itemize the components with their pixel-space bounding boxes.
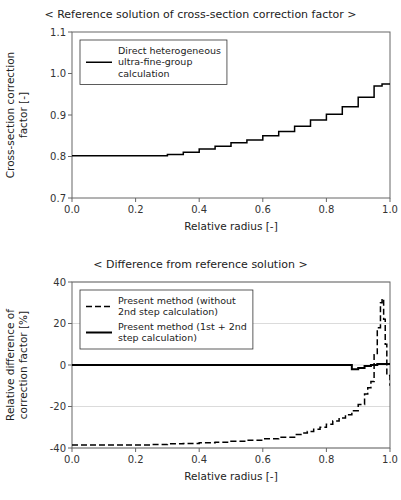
y-tick-label: 0.8	[50, 151, 66, 162]
y-tick-label: 1.0	[50, 68, 66, 79]
y-tick	[68, 32, 72, 33]
text-line: Present method (1st + 2nd	[118, 321, 247, 332]
y-tick	[68, 323, 72, 324]
chart-title: < Reference solution of cross-section co…	[44, 8, 356, 21]
x-tick-label: 0.8	[318, 454, 334, 465]
y-tick	[68, 282, 72, 283]
y-tick	[68, 115, 72, 116]
y-tick-label: 1.1	[50, 27, 66, 38]
x-tick	[390, 198, 391, 202]
text-line: ultra-fine-group	[118, 56, 192, 67]
legend-swatch	[86, 62, 112, 64]
text-line: Cross-section correction	[4, 52, 16, 179]
text-line: calculation	[118, 68, 170, 79]
data-area	[72, 84, 390, 156]
x-tick-label: 0.6	[255, 454, 271, 465]
x-tick-label: 0.0	[64, 204, 80, 215]
x-axis-label: Relative radius [-]	[184, 220, 277, 232]
y-tick-label: -20	[50, 401, 66, 412]
plot-frame	[72, 282, 390, 448]
text-line: step calculation)	[118, 332, 197, 343]
x-tick	[326, 198, 327, 202]
legend-label: Direct heterogeneousultra-fine-groupcalc…	[118, 45, 221, 79]
x-tick-label: 1.0	[382, 454, 398, 465]
y-tick	[68, 365, 72, 366]
y-tick-label: 0.9	[50, 110, 66, 121]
legend: Direct heterogeneousultra-fine-groupcalc…	[80, 40, 227, 85]
y-tick	[68, 448, 72, 449]
y-tick-label: 40	[53, 277, 66, 288]
x-tick-label: 0.4	[191, 204, 207, 215]
y-tick-label: 20	[53, 318, 66, 329]
grid-line	[72, 406, 390, 407]
legend-box	[80, 290, 253, 349]
chart: < Difference from reference solution > -4…	[4, 258, 398, 482]
y-tick-label: 0.7	[50, 193, 66, 204]
x-tick-label: 0.4	[191, 454, 207, 465]
x-axis-label: Relative radius [-]	[184, 470, 277, 482]
x-tick	[199, 198, 200, 202]
series-line	[72, 84, 390, 156]
legend: Present method (without2nd step calculat…	[80, 290, 253, 349]
text-line: 2nd step calculation)	[118, 306, 218, 317]
text-line: Direct heterogeneous	[118, 45, 221, 56]
x-tick	[72, 198, 73, 202]
plot-area	[72, 282, 390, 448]
y-tick	[68, 73, 72, 74]
x-tick	[135, 198, 136, 202]
x-tick-label: 0.2	[128, 454, 144, 465]
x-tick	[135, 448, 136, 452]
x-tick-label: 0.2	[128, 204, 144, 215]
x-tick	[326, 448, 327, 452]
series-line	[72, 364, 390, 369]
text-line: correction factor [%]	[17, 311, 29, 419]
data-area	[72, 299, 390, 445]
x-tick	[262, 448, 263, 452]
y-tick	[68, 406, 72, 407]
y-axis-label: Relative difference ofcorrection factor …	[4, 309, 29, 421]
x-tick-label: 0.6	[255, 204, 271, 215]
series-line	[72, 299, 390, 445]
legend-label: Present method (without2nd step calculat…	[118, 295, 236, 318]
text-line: Relative difference of	[4, 309, 16, 421]
y-axis-label: Cross-section correctionfactor [-]	[4, 52, 29, 179]
x-tick-label: 0.0	[64, 454, 80, 465]
x-tick	[262, 198, 263, 202]
y-tick	[68, 156, 72, 157]
x-tick-label: 0.8	[318, 204, 334, 215]
plot-area	[72, 32, 390, 198]
y-tick	[68, 198, 72, 199]
legend-box	[80, 40, 227, 85]
chart: < Reference solution of cross-section co…	[4, 8, 398, 232]
y-tick-label: -40	[50, 443, 66, 454]
x-tick	[199, 448, 200, 452]
text-line: Present method (without	[118, 295, 236, 306]
x-tick-label: 1.0	[382, 204, 398, 215]
legend-swatch	[86, 332, 112, 334]
y-tick-label: 0	[60, 360, 66, 371]
legend-label: Present method (1st + 2ndstep calculatio…	[118, 321, 247, 344]
page: < Reference solution of cross-section co…	[0, 0, 401, 500]
chart-title: < Difference from reference solution >	[93, 258, 307, 271]
text-line: factor [-]	[17, 92, 29, 138]
x-tick	[390, 448, 391, 452]
x-tick	[72, 448, 73, 452]
legend-swatch	[86, 306, 112, 308]
plot-frame	[72, 32, 390, 198]
